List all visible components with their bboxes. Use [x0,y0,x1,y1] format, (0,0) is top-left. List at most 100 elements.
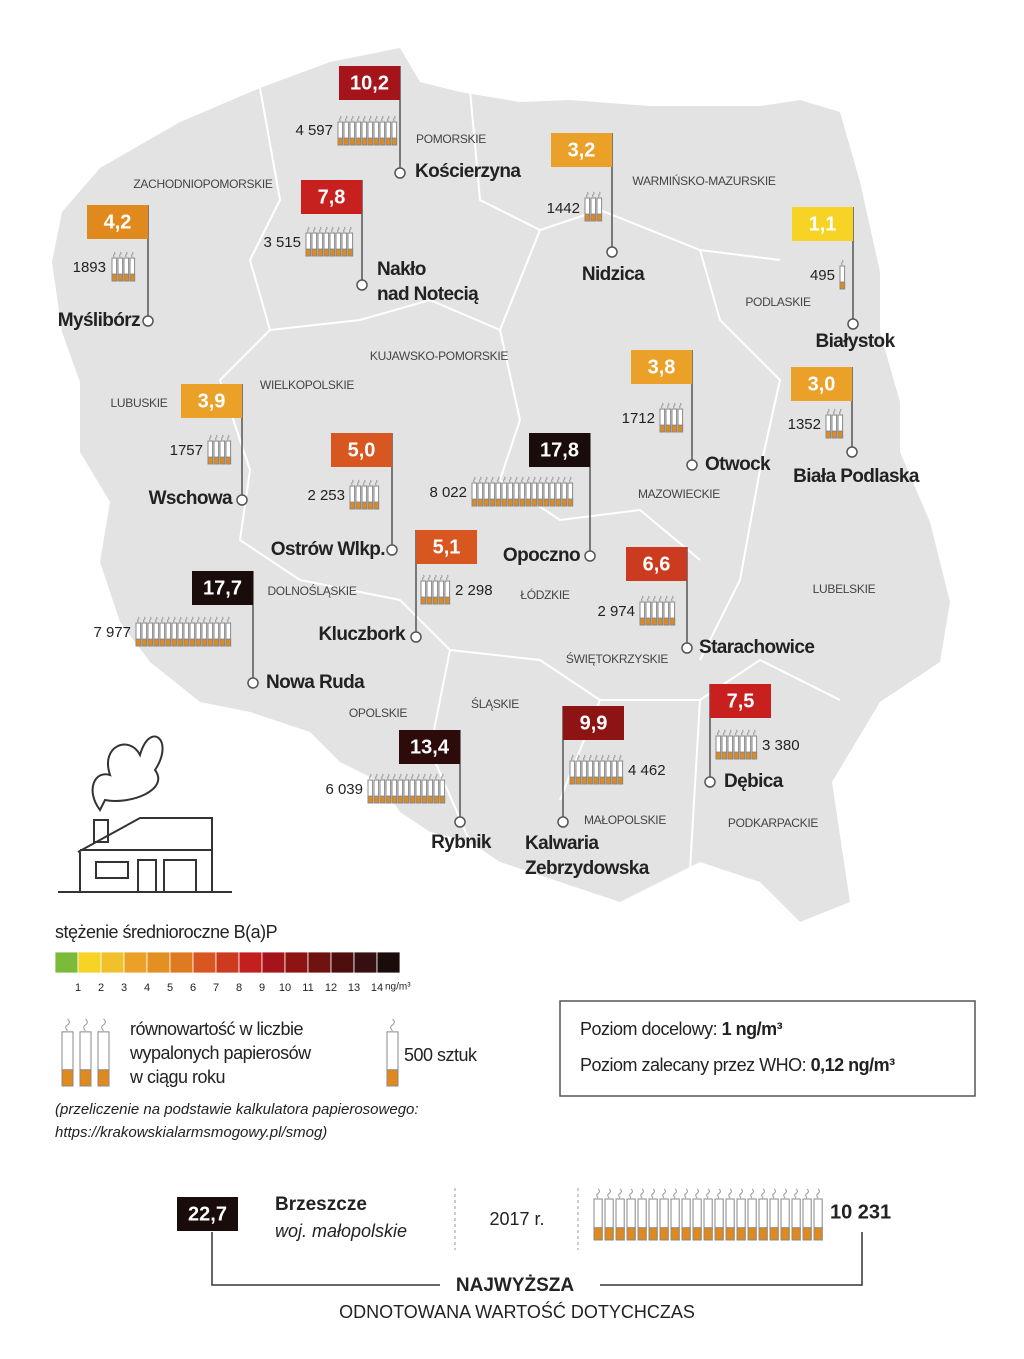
region-label: ZACHODNIOPOMORSKIE [133,177,273,191]
cigarette-filter [79,1069,92,1087]
smoke [375,115,378,122]
cigarette-filter [733,751,740,760]
smoke [816,1188,820,1199]
city-name: Zebrzydowska [525,858,650,879]
smoke [221,616,224,623]
smoke [679,402,682,409]
flag-value: 5,1 [433,536,461,558]
cigarette-filter [663,617,670,626]
scale-cell [100,951,125,974]
record-name: Brzeszcze [275,1194,367,1215]
scale-cell [330,951,355,974]
smoke [369,479,372,486]
region-label: LUBELSKIE [813,582,876,596]
cigarette-filter [385,795,392,804]
region-label: PODLASKIE [745,295,811,309]
legend-note: (przeliczenie na podstawie kalkulatora p… [55,1101,419,1118]
smoke [750,1188,754,1199]
cigarette-filter [715,751,722,760]
cigarette-filter [355,137,362,146]
smoke [203,616,206,623]
smoke [647,595,650,602]
cigarette-filter [681,1227,691,1241]
cigarette-filter [837,430,844,439]
smoke [747,729,750,736]
smoke [515,476,518,483]
cigarette-count: 6 039 [325,781,363,798]
smoke [83,1018,88,1032]
cigarette-filter [111,273,118,282]
smoke [185,616,188,623]
cigarette-filter [725,1227,735,1241]
smoke [369,773,372,780]
cigarette-filter [739,751,746,760]
location-pin [846,446,858,458]
cigarette-filter [611,776,618,785]
record-box [177,1197,238,1231]
smoke [717,1188,721,1199]
cigarette-filter [677,424,684,433]
cigarette-filter [651,617,658,626]
cigarette-filter [839,281,846,290]
cigarette-filter [555,498,562,507]
smoke [197,616,200,623]
smoke [827,408,830,415]
cigarette-filter [483,498,490,507]
cigarette-filter [648,1227,658,1241]
smoke [137,616,140,623]
smoke [422,574,425,581]
flag [192,571,253,605]
smoke [411,773,414,780]
cigarette-filter [780,1227,790,1241]
city-name: Dębica [724,771,784,792]
smoke [331,226,334,233]
smoke [215,434,218,441]
cigarette-count: 1757 [170,442,203,459]
smoke [375,479,378,486]
cigarette-filter [626,1227,636,1241]
scale-label: 2 [98,982,104,994]
smoke [665,595,668,602]
cigarette-filter [569,776,576,785]
smoke [673,1188,677,1199]
scale-cell [284,951,309,974]
scale-label: 12 [325,982,337,994]
smoke [695,1188,699,1199]
cigarette-filter [129,273,136,282]
cigarette-count: 2 253 [307,487,345,504]
cigarette-filter [385,137,392,146]
cigarette-filter [147,638,154,647]
smoke [191,616,194,623]
cigarette-filter [189,638,196,647]
cigarette-filter [525,498,532,507]
cigarette-filter [703,1227,713,1241]
smoke [485,476,488,483]
cigarette-icons [337,115,398,146]
smoke [557,476,560,483]
cigarette-filter [397,795,404,804]
smoke [319,226,322,233]
scale-cell [169,951,194,974]
smoke [509,476,512,483]
location-pin [704,776,716,788]
cigarette-filter [439,795,446,804]
cigarette-icons [569,754,624,785]
cigarette-filter [219,638,226,647]
cigarette-filter [361,137,368,146]
record-count: 10 231 [830,1201,891,1223]
scale-label: 3 [121,982,127,994]
location-pin [356,279,368,291]
cigarette-filter [495,498,502,507]
cigarette-filter [421,795,428,804]
smoke [393,115,396,122]
location-pin [686,459,698,471]
cigarette-icons [135,616,232,647]
city-name: Kalwaria [525,833,599,854]
cigarette-filter [349,137,356,146]
scale-cell [54,951,79,974]
scale-label: 14 [371,982,383,994]
location-pin [681,642,693,654]
info-label: Poziom docelowy: [580,1019,722,1039]
cigarette-filter [727,751,734,760]
city-name: Wschowa [149,488,233,509]
